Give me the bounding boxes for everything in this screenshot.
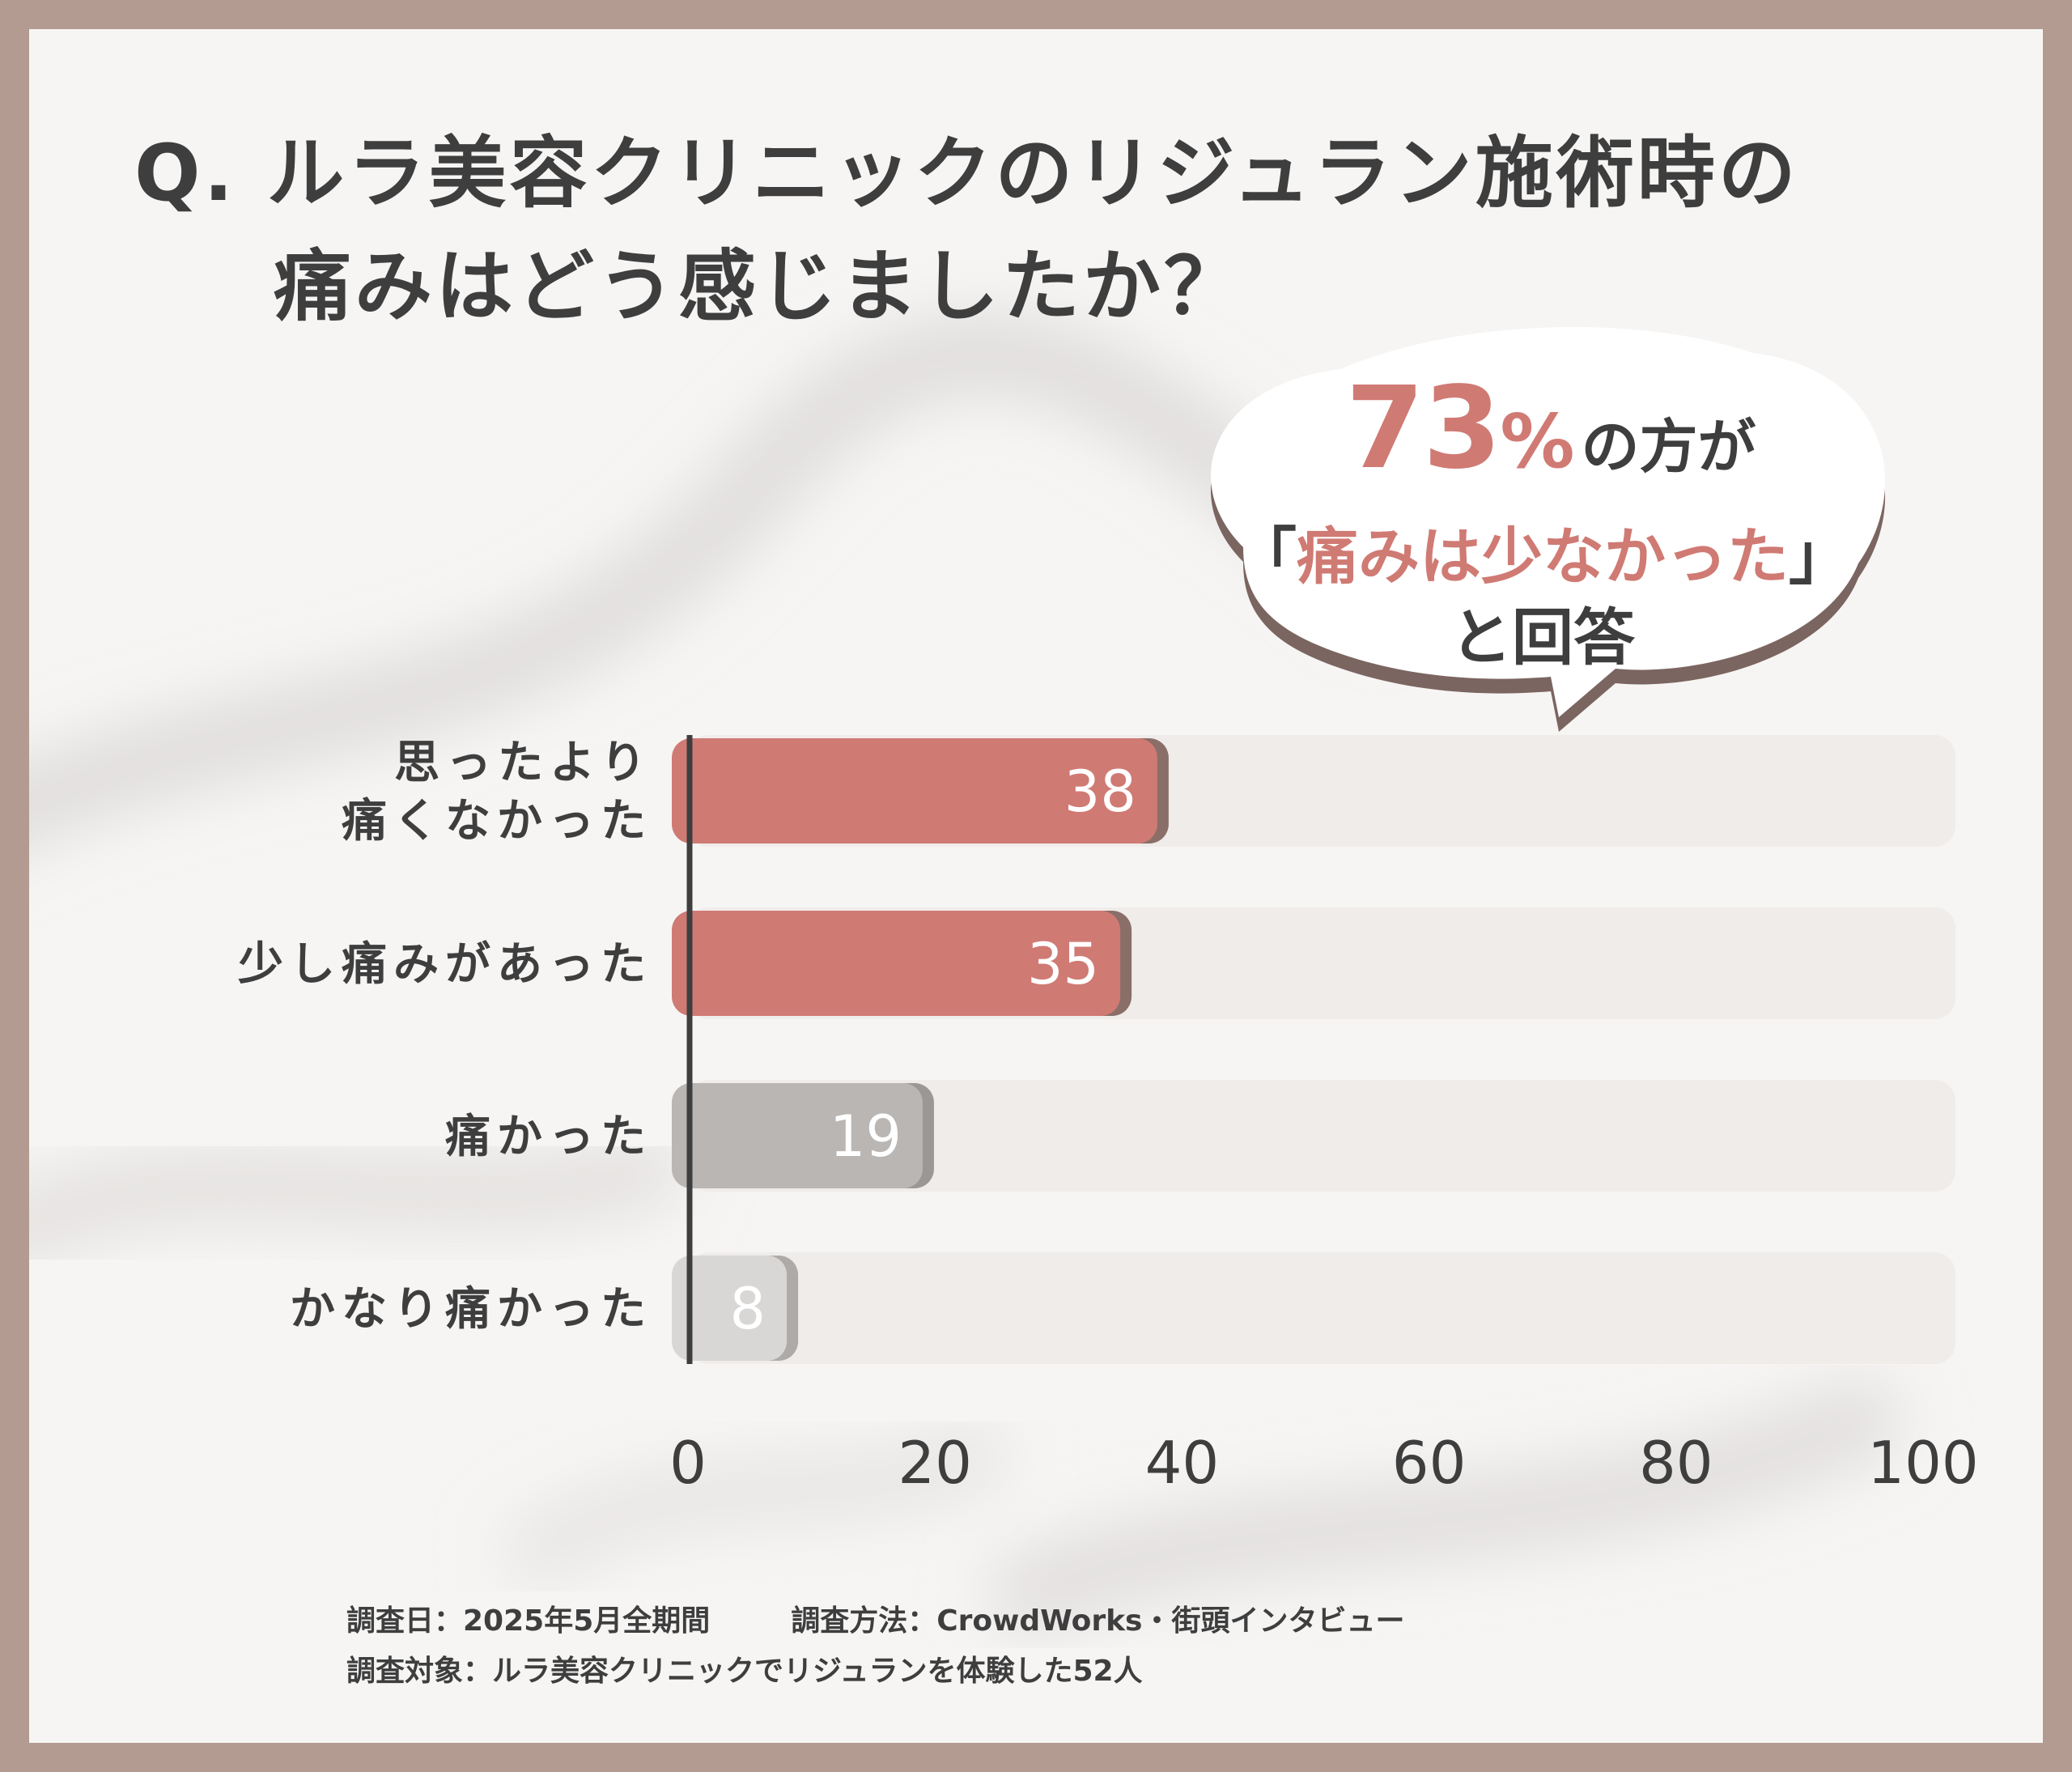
x-tick-label: 100 — [1867, 1429, 1978, 1497]
callout-highlight: 痛みは少なかった — [1297, 521, 1789, 593]
callout-line-3: と回答 — [1450, 601, 1635, 674]
bar-value-label: 35 — [1027, 931, 1099, 997]
infographic-card: Q. ルラ美容クリニックのリジュラン施術時の 痛みはどう感じましたか？ 73% の… — [29, 29, 2043, 1743]
callout-after: の方が — [1581, 413, 1756, 481]
category-label: 痛かった — [445, 1111, 652, 1163]
callout-line-2: 「痛みは少なかった」 — [1178, 507, 1907, 596]
bar-track — [688, 1080, 1955, 1192]
marble-background — [29, 29, 2043, 1743]
title-line-2: 痛みはどう感じましたか？ — [274, 241, 1245, 332]
x-tick-label: 40 — [1145, 1429, 1220, 1497]
quote-close: 」 — [1789, 521, 1850, 593]
x-tick-label: 60 — [1392, 1429, 1467, 1497]
category-label: 思ったより — [394, 737, 652, 789]
quote-open: 「 — [1235, 521, 1297, 593]
category-label: かなり痛かった — [290, 1283, 652, 1336]
footnote-method: 調査方法：CrowdWorks・街頭インタビュー — [791, 1604, 1405, 1638]
callout-line-1: 73% の方が — [1332, 363, 1769, 495]
bar — [672, 738, 1157, 844]
callout-percent: 73 — [1345, 363, 1501, 495]
x-tick-label: 80 — [1639, 1429, 1713, 1497]
bar — [672, 1256, 788, 1361]
bar-value-label: 38 — [1064, 759, 1136, 825]
x-tick-label: 20 — [898, 1429, 972, 1497]
footnote: 調査日：2025年5月全期間 調査方法：CrowdWorks・街頭インタビュー 調… — [346, 1596, 1404, 1697]
bar-track — [688, 1252, 1955, 1364]
callout-percent-unit: % — [1500, 398, 1575, 485]
title-line-1: Q. ルラ美容クリニックのリジュラン施術時の — [134, 128, 1799, 219]
footnote-target: 調査対象：ルラ美容クリニックでリジュランを体験した52人 — [346, 1655, 1143, 1688]
category-label: 少し痛みがあった — [238, 938, 652, 991]
footnote-date: 調査日：2025年5月全期間 — [346, 1604, 711, 1638]
x-tick-label: 0 — [669, 1429, 707, 1497]
bar — [672, 1083, 923, 1188]
category-label: 痛くなかった — [342, 795, 652, 848]
bar-value-label: 19 — [830, 1103, 902, 1170]
bar-value-label: 8 — [730, 1276, 766, 1342]
bar — [672, 911, 1121, 1016]
